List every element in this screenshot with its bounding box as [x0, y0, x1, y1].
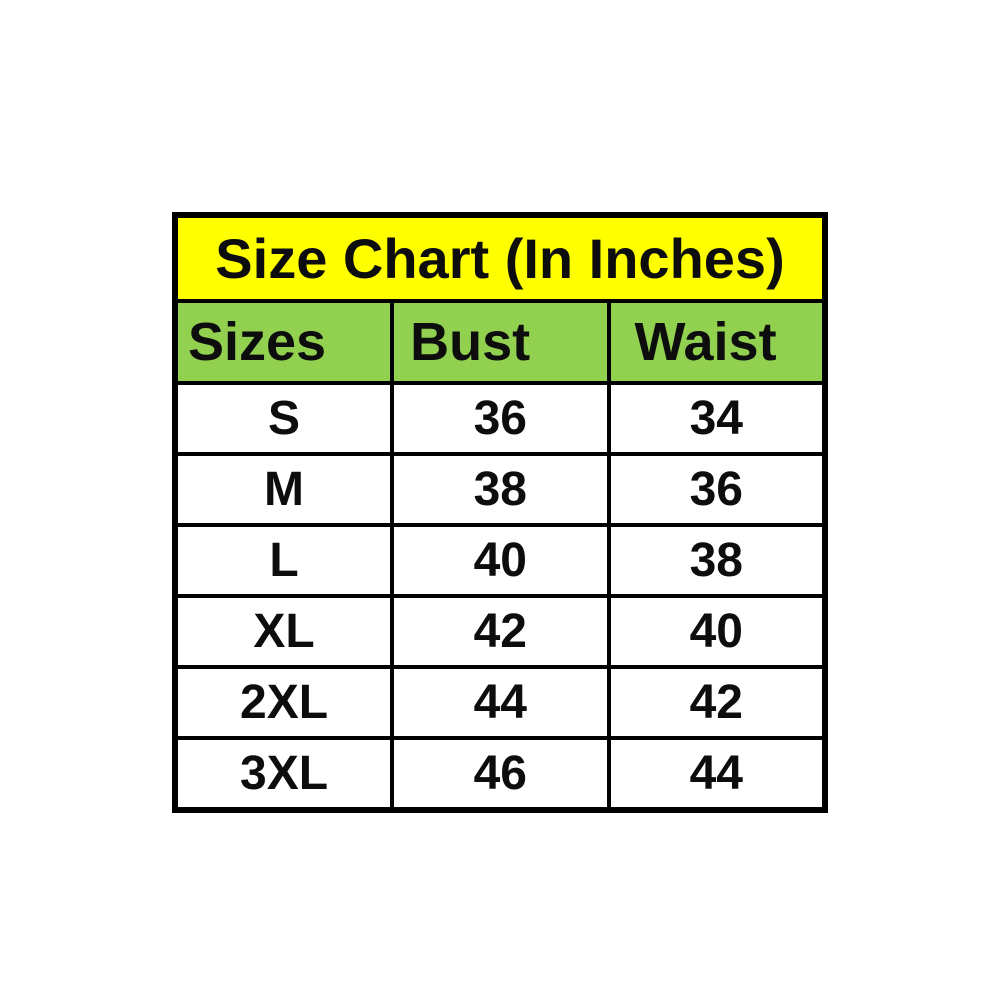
table-row: XL 42 40	[172, 594, 828, 669]
bust-cell: 38	[390, 452, 611, 527]
size-chart-table: Size Chart (In Inches) Sizes Bust Waist …	[172, 212, 828, 813]
bust-cell: 46	[390, 736, 611, 812]
waist-cell: 44	[606, 736, 828, 812]
size-cell: L	[172, 523, 395, 598]
size-cell: S	[172, 381, 395, 456]
table-row: S 36 34	[172, 381, 828, 456]
table-row: 2XL 44 42	[172, 665, 828, 740]
bust-cell: 42	[390, 594, 611, 669]
bust-cell: 40	[390, 523, 611, 598]
header-cell-sizes: Sizes	[172, 299, 395, 385]
table-row: L 40 38	[172, 523, 828, 598]
table-row: M 38 36	[172, 452, 828, 527]
size-cell: 3XL	[172, 736, 395, 812]
title-row: Size Chart (In Inches)	[173, 213, 827, 303]
header-cell-waist: Waist	[606, 299, 828, 385]
waist-cell: 38	[606, 523, 828, 598]
waist-cell: 36	[606, 452, 828, 527]
waist-cell: 42	[606, 665, 828, 740]
header-row: Sizes Bust Waist	[172, 299, 828, 385]
chart-title: Size Chart (In Inches)	[173, 213, 827, 303]
size-cell: 2XL	[172, 665, 395, 740]
header-cell-bust: Bust	[390, 299, 611, 385]
waist-cell: 34	[606, 381, 828, 456]
size-cell: XL	[172, 594, 395, 669]
bust-cell: 44	[390, 665, 611, 740]
bust-cell: 36	[390, 381, 611, 456]
size-cell: M	[172, 452, 395, 527]
waist-cell: 40	[606, 594, 828, 669]
table-row: 3XL 46 44	[172, 736, 828, 812]
